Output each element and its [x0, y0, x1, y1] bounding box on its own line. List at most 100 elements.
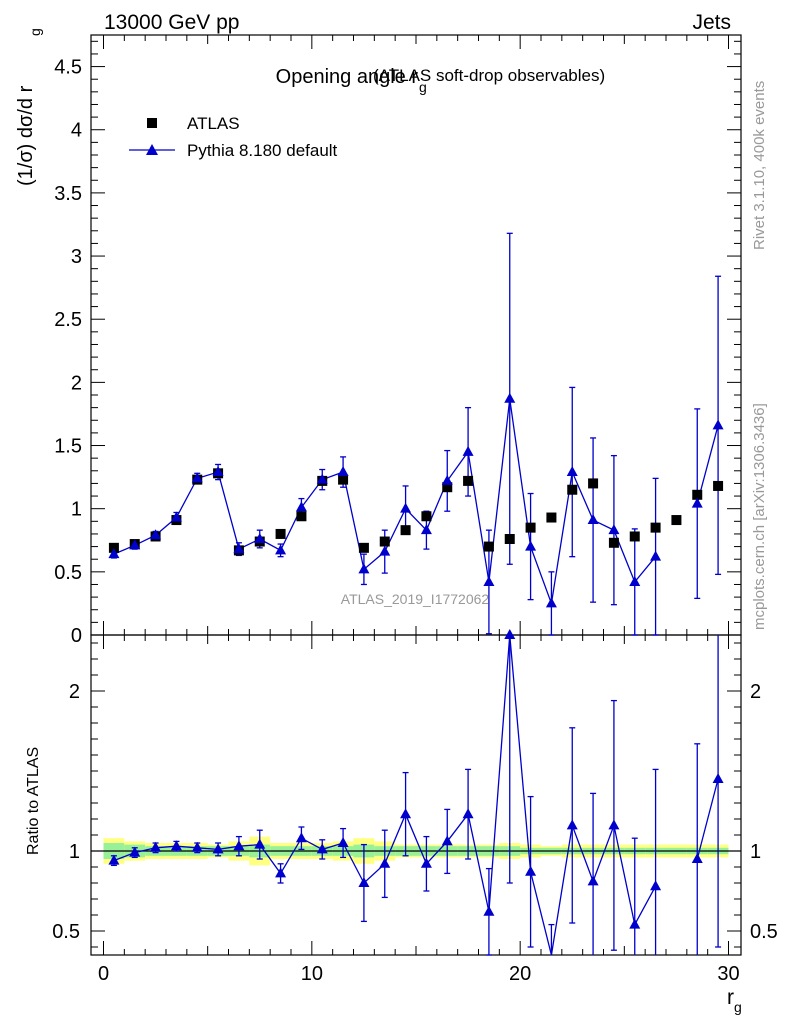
- x-axis-label: r: [727, 986, 734, 1009]
- ratio-y-tick-label: 2: [69, 681, 80, 703]
- ratio-point: [420, 857, 432, 868]
- pythia-point: [233, 543, 245, 554]
- atlas-data-point: [546, 512, 557, 523]
- pythia-point: [254, 533, 266, 543]
- ratio-point: [400, 808, 412, 819]
- legend-atlas-label: ATLAS: [187, 114, 240, 133]
- ratio-y-tick-label: 1: [69, 841, 80, 863]
- pythia-point: [379, 545, 391, 556]
- ratio-point: [170, 840, 182, 851]
- pythia-point: [129, 539, 141, 550]
- ratio-point: [462, 808, 474, 819]
- pythia-point: [275, 544, 287, 555]
- atlas-data-point: [504, 534, 515, 544]
- ratio-point: [358, 877, 370, 887]
- ratio-point: [191, 841, 203, 852]
- pythia-point: [108, 548, 120, 559]
- pythia-point: [566, 466, 578, 477]
- atlas-data-point: [358, 542, 369, 553]
- energy-label: 13000 GeV pp: [104, 11, 239, 34]
- ratio-point: [504, 629, 516, 639]
- pythia-point: [587, 514, 599, 525]
- pythia-point: [316, 473, 328, 484]
- ratio-point: [566, 819, 578, 830]
- atlas-data-point: [296, 511, 307, 522]
- atlas-data-point: [400, 525, 411, 536]
- main-y-tick-label: 0: [71, 625, 82, 647]
- ratio-point: [254, 838, 266, 849]
- ratio-point: [629, 918, 641, 929]
- ratio-point: [587, 875, 599, 886]
- ratio-point: [441, 835, 453, 846]
- main-y-tick-label: 2: [71, 372, 82, 394]
- ratio-y-tick-label: 0.5: [52, 921, 80, 943]
- category-label: Jets: [692, 11, 731, 34]
- pythia-point: [712, 419, 724, 430]
- ratio-point: [650, 880, 662, 891]
- ratio-panel-frame: [90, 634, 742, 956]
- pythia-point: [441, 474, 453, 485]
- ratio-y-tick-label-right: 1: [750, 841, 761, 863]
- pythia-point: [545, 597, 557, 608]
- atlas-data-point: [525, 522, 536, 533]
- main-y-tick-label: 3.5: [54, 183, 82, 205]
- legend-pythia-label: Pythia 8.180 default: [187, 141, 338, 160]
- pythia-point: [191, 472, 203, 483]
- ratio-point: [233, 840, 245, 851]
- pythia-point: [650, 550, 662, 561]
- pythia-point: [170, 511, 182, 522]
- pythia-point: [358, 563, 370, 574]
- ratio-point: [295, 832, 307, 843]
- ratio-point: [108, 854, 120, 865]
- ratio-y-tick-label-right: 2: [750, 681, 761, 703]
- pythia-point: [504, 392, 516, 403]
- ratio-line: [696, 778, 719, 860]
- ratio-point: [608, 819, 620, 830]
- ratio-y-tick-label-right: 0.5: [750, 921, 778, 943]
- pythia-point: [400, 502, 412, 513]
- plot-title: Opening angle r: [276, 66, 419, 88]
- x-axis-label-subscript: g: [734, 999, 742, 1015]
- atlas-data-point: [483, 541, 494, 552]
- main-y-tick-label: 1.5: [54, 436, 82, 458]
- atlas-data-point: [567, 484, 578, 495]
- x-tick-label: 10: [301, 963, 323, 985]
- ratio-point: [691, 853, 703, 863]
- atlas-data-point: [629, 531, 640, 542]
- atlas-data-point: [379, 536, 390, 547]
- pythia-point: [295, 501, 307, 512]
- pythia-point: [525, 540, 537, 551]
- main-y-tick-label: 4: [71, 120, 82, 142]
- atlas-data-point: [671, 515, 682, 526]
- ratio-point: [275, 867, 287, 878]
- ratio-point: [712, 773, 724, 783]
- pythia-point: [420, 524, 432, 535]
- main-y-tick-label: 2.5: [54, 309, 82, 331]
- ratio-point: [525, 865, 537, 876]
- main-y-tick-label: 3: [71, 246, 82, 268]
- pythia-point: [212, 466, 224, 477]
- legend-atlas-marker: [147, 118, 157, 128]
- ratio-point: [150, 841, 162, 852]
- pythia-point: [150, 529, 162, 540]
- mcplots-label: mcplots.cern.ch [arXiv:1306.3436]: [751, 403, 768, 630]
- atlas-data-point: [588, 478, 599, 489]
- pythia-point: [483, 575, 495, 586]
- main-panel-series: [108, 232, 724, 636]
- ratio-panel-series: [108, 629, 724, 956]
- atlas-data-point: [421, 511, 432, 522]
- ratio-point: [483, 905, 495, 916]
- main-y-tick-label: 4.5: [54, 57, 82, 79]
- main-y-axis-label-subscript: g: [27, 28, 43, 36]
- atlas-data-point: [442, 482, 453, 493]
- main-y-tick-label: 1: [71, 499, 82, 521]
- x-tick-label: 0: [98, 963, 109, 985]
- atlas-data-point: [650, 522, 661, 533]
- atlas-data-point: [713, 480, 724, 491]
- atlas-data-point: [608, 537, 619, 548]
- pythia-point: [629, 575, 641, 586]
- atlas-data-point: [108, 542, 119, 553]
- plot-title-subscript: g: [419, 79, 427, 95]
- legend-pythia-marker: [146, 144, 158, 155]
